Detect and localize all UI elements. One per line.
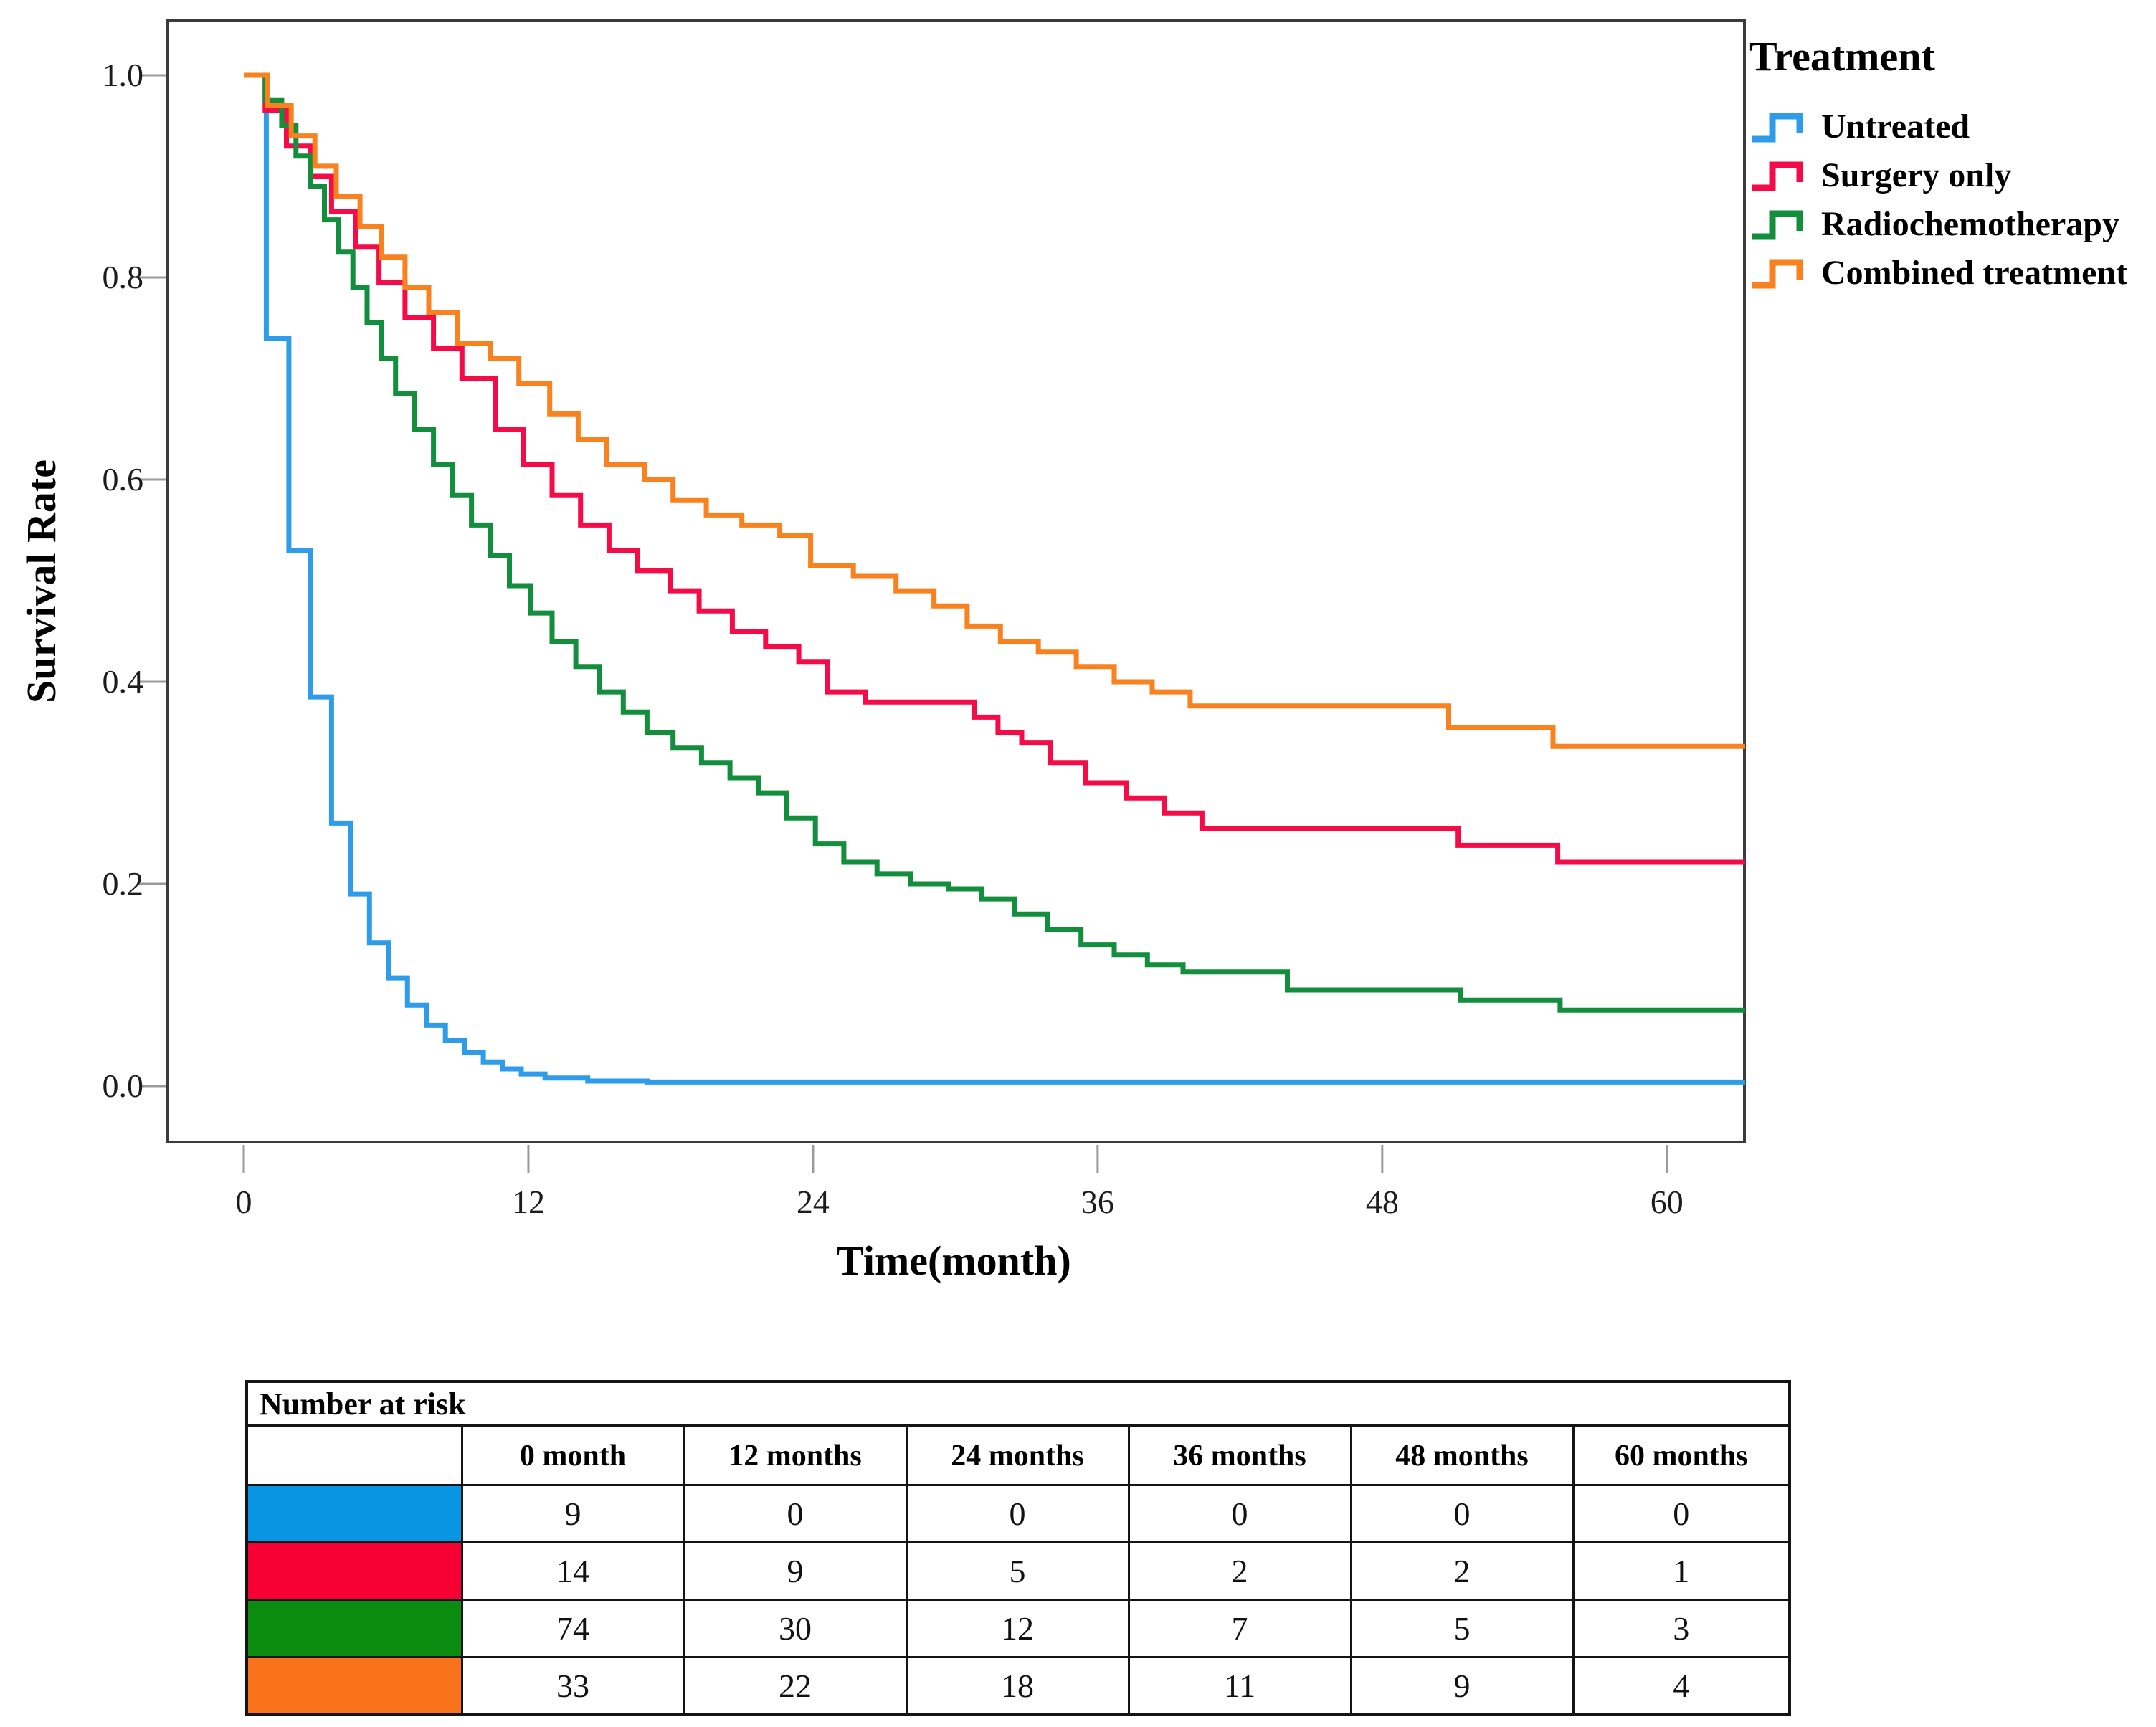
legend-item-label: Radiochemotherapy (1821, 204, 2119, 243)
risk-count-cell: 22 (683, 1656, 908, 1716)
risk-count-cell: 18 (905, 1656, 1130, 1716)
x-tick-label: 24 (796, 1184, 830, 1220)
group-color-swatch-radiochemotherapy (245, 1599, 463, 1658)
legend-items: Untreated Surgery only Radiochemotherapy Co… (1749, 106, 2151, 292)
risk-count-cell: 9 (460, 1484, 685, 1543)
survival-curve-combined-treatment (244, 72, 1745, 749)
risk-header-0-month: 0 month (460, 1424, 685, 1486)
legend: Treatment Untreated Surgery only Radiochem… (1749, 32, 2151, 301)
legend-item-label: Untreated (1821, 107, 1970, 146)
step-line-swatch-icon (1752, 113, 1803, 143)
x-tick-label: 48 (1365, 1184, 1399, 1220)
y-tick-label: 0.4 (102, 663, 144, 700)
step-line-swatch-icon (1752, 210, 1803, 240)
risk-count-cell: 14 (460, 1541, 685, 1601)
risk-header-36-months: 36 months (1127, 1424, 1352, 1486)
risk-table-header-row: 0 month 12 months 24 months 36 months 48 mon… (245, 1424, 1791, 1486)
risk-count-cell: 1 (1572, 1541, 1791, 1601)
step-line-swatch-path (1752, 113, 1803, 143)
x-tick-label: 0 (235, 1184, 252, 1220)
risk-header-48-months: 48 months (1349, 1424, 1575, 1486)
risk-count-cell: 30 (683, 1599, 908, 1658)
x-tick-label: 12 (511, 1184, 545, 1220)
risk-count-cell: 0 (905, 1484, 1130, 1543)
axis-tick-marks (139, 74, 1668, 1173)
plot-box-border (166, 19, 1746, 1143)
risk-count-cell: 12 (905, 1599, 1130, 1658)
risk-count-cell: 9 (1349, 1656, 1575, 1716)
survival-curve-radiochemotherapy (244, 72, 1745, 1013)
risk-count-cell: 4 (1572, 1656, 1791, 1716)
risk-count-cell: 7 (1127, 1599, 1352, 1658)
y-tick-label: 0.8 (102, 259, 144, 295)
legend-item-label: Surgery only (1821, 156, 2012, 194)
step-line-swatch-path (1752, 210, 1803, 240)
number-at-risk-table: Number at risk 0 month 12 months 24 months… (245, 1380, 1791, 1716)
y-tick-label: 0.2 (102, 865, 144, 902)
risk-row-combined-treatment: 33 22 18 11 9 4 (245, 1656, 1791, 1716)
risk-count-cell: 2 (1349, 1541, 1575, 1601)
risk-count-cell: 9 (683, 1541, 908, 1601)
risk-count-cell: 5 (905, 1541, 1130, 1601)
risk-count-cell: 0 (1127, 1484, 1352, 1543)
legend-item-radiochemotherapy: Radiochemotherapy (1749, 204, 2151, 244)
risk-row-surgery-only: 14 9 5 2 2 1 (245, 1541, 1791, 1601)
x-tick-label: 36 (1081, 1184, 1114, 1220)
risk-count-cell: 2 (1127, 1541, 1352, 1601)
risk-count-cell: 0 (1572, 1484, 1791, 1543)
risk-count-cell: 3 (1572, 1599, 1791, 1658)
risk-header-empty (245, 1424, 463, 1486)
survival-curve-untreated (244, 72, 1745, 1085)
group-color-swatch-combined-treatment (245, 1656, 463, 1716)
risk-count-cell: 0 (683, 1484, 908, 1543)
step-line-swatch-path (1752, 259, 1803, 289)
risk-count-cell: 33 (460, 1656, 685, 1716)
step-line-swatch-icon (1752, 161, 1803, 191)
y-tick-label: 1.0 (102, 57, 144, 93)
y-tick-label: 0.6 (102, 461, 144, 498)
x-tick-label: 60 (1650, 1184, 1684, 1220)
step-line-swatch-icon (1752, 259, 1803, 289)
survival-curves (244, 72, 1745, 1085)
risk-header-60-months: 60 months (1572, 1424, 1791, 1486)
risk-table-title: Number at risk (245, 1380, 1791, 1427)
legend-item-untreated: Untreated (1749, 106, 2151, 146)
group-color-swatch-surgery-only (245, 1541, 463, 1601)
risk-count-cell: 74 (460, 1599, 685, 1658)
risk-row-radiochemotherapy: 74 30 12 7 5 3 (245, 1599, 1791, 1658)
risk-count-cell: 5 (1349, 1599, 1575, 1658)
legend-item-label: Combined treatment (1821, 253, 2128, 292)
legend-item-surgery-only: Surgery only (1749, 155, 2151, 195)
risk-count-cell: 11 (1127, 1656, 1352, 1716)
risk-header-12-months: 12 months (683, 1424, 908, 1486)
step-line-swatch-path (1752, 161, 1803, 191)
group-color-swatch-untreated (245, 1484, 463, 1543)
risk-header-24-months: 24 months (905, 1424, 1130, 1486)
risk-count-cell: 0 (1349, 1484, 1575, 1543)
y-axis-title: Survival Rate (18, 460, 65, 703)
x-axis-title: Time(month) (836, 1237, 1071, 1284)
risk-table-title-row: Number at risk (245, 1380, 1791, 1427)
legend-item-combined-treatment: Combined treatment (1749, 252, 2151, 292)
survival-curve-surgery-only (244, 72, 1745, 865)
y-tick-label: 0.0 (102, 1067, 144, 1104)
legend-title: Treatment (1749, 33, 1935, 80)
